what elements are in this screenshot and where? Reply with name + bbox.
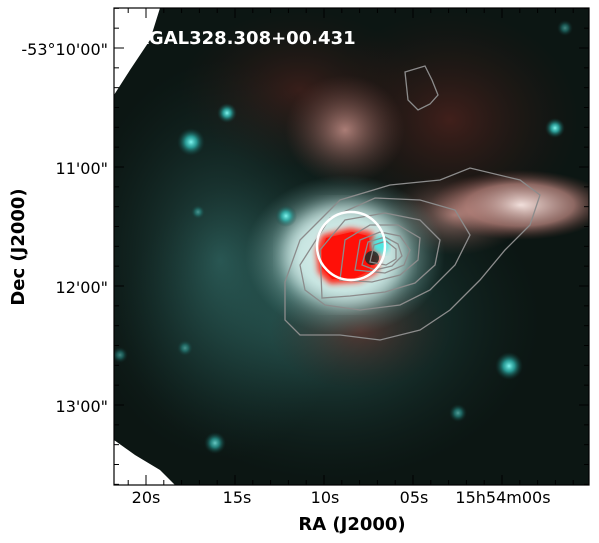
red-emission-blob (316, 228, 380, 284)
field-stars (114, 20, 573, 454)
source-name-label: AGAL328.308+00.431 (135, 28, 356, 49)
sky-image (114, 8, 589, 485)
x-tick-label: 15s (223, 488, 252, 507)
axis-ticks (114, 7, 589, 485)
y-tick-label: 12'00" (56, 278, 108, 297)
y-tick-label: -53°10'00" (21, 40, 108, 59)
x-tick-label: 10s (311, 488, 340, 507)
x-tick-label: 20s (132, 488, 161, 507)
target-marker-circle (315, 210, 387, 282)
y-tick-label: 11'00" (56, 159, 108, 178)
y-tick-label: 13'00" (56, 397, 108, 416)
y-axis-title: Dec (J2000) (8, 188, 29, 305)
emission-contours (284, 65, 541, 341)
x-tick-label: 05s (400, 488, 429, 507)
x-tick-label: 15h54m00s (455, 488, 550, 507)
x-axis-title: RA (J2000) (298, 514, 405, 535)
